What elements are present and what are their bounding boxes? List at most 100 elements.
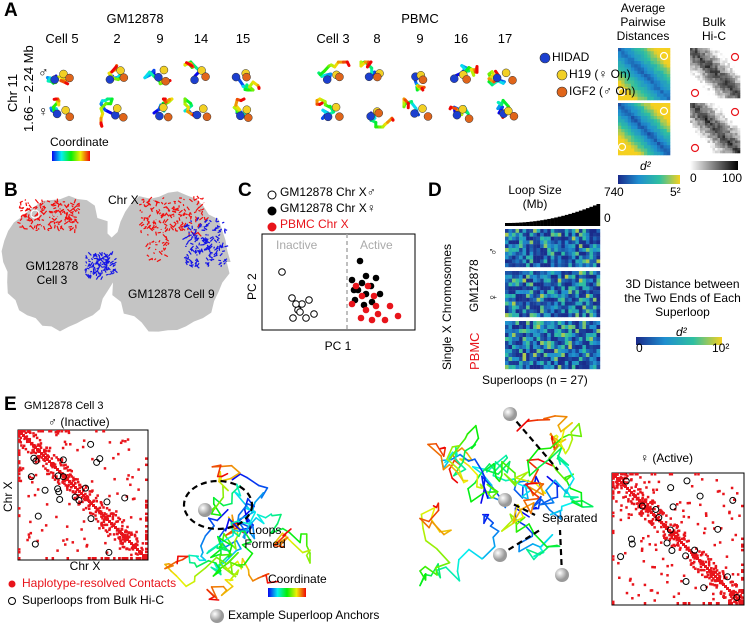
chain-segment [556,446,563,460]
chain-segment [450,459,456,467]
heatmap-cell [666,93,671,98]
contact [71,541,75,544]
heatmap-cell [737,70,741,74]
chain-segment [238,530,242,538]
territory [187,256,190,260]
diagonal [144,556,147,559]
heatmap-cell [735,108,738,111]
heatmap-cell [568,349,573,354]
contact [687,515,691,519]
heatmap-cell [640,70,645,75]
heatmap-cell [547,263,551,268]
heatmap-cell [512,294,516,299]
heatmap-cell [634,74,638,78]
heatmap-cell [712,103,716,106]
contact [716,490,720,493]
heatmap-cell [712,75,716,79]
chain-segment [176,555,179,565]
heatmap-cell [589,240,594,245]
diagonal [678,539,681,542]
heatmap-cell [653,148,658,153]
heatmap-cell [505,229,509,233]
heatmap-cell [715,105,718,109]
contact [32,448,35,451]
heatmap-cell [663,87,668,91]
heatmap-cell [730,148,733,151]
diagonal [130,542,133,545]
heatmap-cell [596,313,601,318]
contact [52,474,55,477]
heatmap-cell [508,244,513,249]
heatmap-cell [592,271,597,276]
territory [85,256,88,259]
territory [169,223,175,228]
heatmap-cell [526,325,530,330]
contact [35,436,39,440]
heatmap-cell [508,274,513,279]
contact [612,602,615,605]
territory [182,214,185,217]
heatmap-cell [666,132,671,136]
heatmap-cell [578,232,583,237]
heatmap-cell [550,297,555,302]
territory [110,251,114,256]
heatmap-cell [715,143,718,146]
heatmap-cell [526,290,530,295]
territory [156,210,160,215]
heatmap-cell [666,129,671,133]
heatmap-cell [730,88,733,91]
heatmap-cell [575,337,580,342]
territory [204,220,208,223]
contact [18,432,21,435]
heatmap-cell [554,229,558,233]
contact [730,580,734,584]
heatmap-cell [732,103,736,106]
chain-segment [440,455,445,471]
heatmap-cell [732,143,736,146]
diagonal [72,484,75,487]
contact [54,430,58,434]
heatmap-cell [508,271,513,276]
heatmap-cell [717,53,721,56]
heatmap-cell [666,48,671,52]
territory [151,227,155,231]
heatmap-cell [564,240,569,245]
heatmap-cell [702,53,706,56]
contact [741,591,744,594]
heatmap-cell [505,294,509,299]
contact [145,525,148,528]
diagonal [90,502,93,505]
heatmap-cell [702,75,706,79]
heatmap-cell [647,138,651,143]
heatmap-cell [540,365,544,370]
heatmap-cell [533,313,537,318]
heatmap-cell [585,263,590,268]
heatmap-cell [720,143,723,146]
heatmap-cell [589,271,594,276]
heatmap-cell [564,248,569,252]
contact [612,529,615,533]
heatmap-cell [730,60,733,64]
chain-segment [232,529,240,533]
heatmap-cell [568,357,573,362]
heatmap-cell [571,248,576,252]
heatmap-cell [707,113,711,116]
heatmap-cell [571,301,576,306]
contact [618,477,621,480]
contact [145,547,148,551]
heatmap-cell [697,68,701,71]
heatmap-cell [732,118,736,121]
heatmap-cell [515,325,520,330]
territory [52,204,57,207]
superloop [55,488,63,496]
heatmap-cell [690,115,693,119]
heatmap-cell [666,142,671,146]
heatmap-cell [631,125,635,130]
heatmap-cell [543,294,548,299]
heatmap-cell [657,48,661,52]
territory [51,217,55,221]
heatmap-cell [695,148,698,151]
chain-segment [220,589,228,597]
contact [19,436,23,440]
diagonal [700,561,703,564]
